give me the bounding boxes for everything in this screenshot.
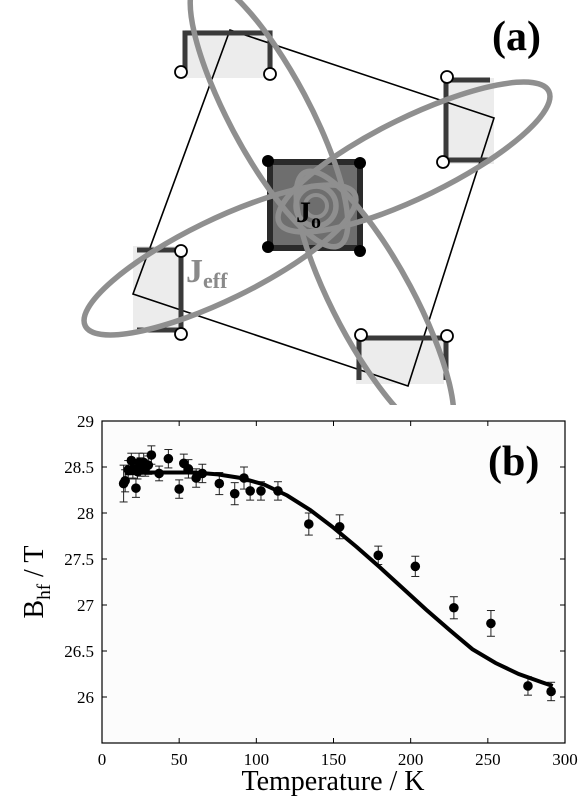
x-tick-label: 50	[171, 750, 188, 769]
x-tick-label: 0	[98, 750, 107, 769]
center-coupling-label: Jo	[296, 196, 321, 233]
x-axis-ticks: 0 50 100 150 200 250 300	[98, 421, 578, 769]
data-point	[126, 455, 137, 466]
data-point	[410, 561, 421, 572]
data-point	[120, 476, 130, 486]
data-point	[334, 522, 345, 532]
data-point	[174, 484, 184, 494]
coupling-ellipses	[81, 0, 553, 442]
y-axis-ticks: 26 26.5 27 27.5 28 28.5 29	[64, 412, 565, 707]
chart-svg: 0 50 100 150 200 250 300 2626.52727.52828.529 …	[19, 412, 578, 797]
data-point	[163, 453, 174, 464]
data-point	[197, 468, 208, 479]
data-points	[118, 450, 556, 697]
coupling-ellipse-top	[187, 0, 351, 250]
x-tick-label: 150	[321, 750, 347, 769]
panel-a-label: (a)	[492, 14, 541, 60]
y-tick-label: 28	[77, 504, 94, 523]
data-point	[449, 602, 459, 613]
data-point	[143, 460, 154, 470]
panel-a-schematic: Jo Jeff (a)	[81, 0, 553, 442]
central-site-dots	[262, 155, 366, 257]
y-tick-label: 27	[77, 596, 95, 615]
data-point	[146, 450, 157, 460]
data-point	[546, 686, 556, 697]
data-point	[256, 486, 266, 496]
plot-area	[101, 420, 566, 744]
y-tick-label: 26	[77, 688, 94, 707]
coupling-ellipse-right	[275, 79, 553, 235]
x-tick-label: 200	[398, 750, 424, 769]
x-tick-label: 300	[552, 750, 578, 769]
y-tick-label: 26.5	[64, 642, 94, 661]
x-tick-label: 100	[244, 750, 270, 769]
data-point	[229, 488, 240, 499]
effective-coupling-label: Jeff	[186, 253, 228, 293]
central-loop	[293, 183, 339, 229]
data-point	[214, 478, 225, 489]
y-tick-label: 27.5	[64, 550, 94, 569]
panel-b-label: (b)	[488, 439, 539, 485]
x-tick-label: 250	[475, 750, 501, 769]
y-axis-label: Bhf / T	[19, 546, 55, 619]
data-point	[523, 681, 533, 691]
x-axis-label: Temperature / K	[241, 766, 424, 797]
schematic-svg: Jo Jeff (a)	[81, 0, 553, 442]
data-point	[486, 618, 496, 629]
corner-site-circles	[174, 65, 454, 343]
data-point	[373, 550, 384, 561]
y-tick-label: 28.5	[64, 458, 94, 477]
y-tick-label: 29	[77, 412, 94, 431]
data-point	[239, 473, 249, 483]
data-point	[273, 486, 283, 496]
data-point	[131, 483, 141, 493]
data-point	[245, 486, 255, 496]
data-point	[304, 519, 314, 529]
panel-b-chart: 0 50 100 150 200 250 300 26 26.5 27 27.5 28 28.5 29 …	[0, 405, 579, 802]
data-point	[154, 468, 164, 479]
unit-cell-outline	[131, 28, 496, 388]
data-point	[183, 464, 194, 474]
coupling-ellipse-left	[81, 182, 359, 338]
